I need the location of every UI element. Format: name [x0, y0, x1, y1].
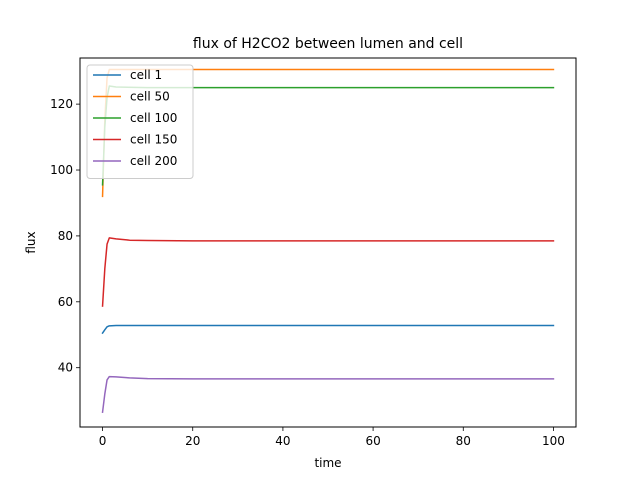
legend-label-1: cell 1	[130, 68, 162, 82]
y-tick-label: 120	[50, 97, 73, 111]
series-line-5	[101, 375, 555, 414]
x-axis-label: time	[314, 456, 341, 470]
plot-frame	[79, 57, 577, 428]
x-axis: 0 20 40 60 80 100	[99, 427, 565, 448]
x-tick-label: 40	[275, 434, 290, 448]
series-line-4	[101, 237, 555, 307]
x-tick-label: 80	[456, 434, 471, 448]
y-tick-label: 100	[50, 163, 73, 177]
y-tick-label: 80	[58, 229, 73, 243]
legend-label-5: cell 200	[130, 154, 177, 168]
x-tick-label: 0	[99, 434, 107, 448]
legend-label-4: cell 150	[130, 133, 177, 147]
x-tick-label: 100	[542, 434, 565, 448]
x-tick-label: 60	[365, 434, 380, 448]
x-tick-label: 20	[185, 434, 200, 448]
legend-label-3: cell 100	[130, 111, 177, 125]
y-axis: 40 60 80 100 120	[50, 97, 80, 375]
y-axis-label: flux	[24, 231, 38, 253]
legend: cell 1 cell 50 cell 100 cell 150 cell 200	[86, 64, 194, 179]
series-line-1	[101, 324, 555, 335]
legend-label-2: cell 50	[130, 90, 170, 104]
y-tick-label: 60	[58, 295, 73, 309]
chart-title: flux of H2CO2 between lumen and cell	[193, 36, 463, 52]
y-tick-label: 40	[58, 361, 73, 375]
legend-box	[86, 64, 194, 179]
